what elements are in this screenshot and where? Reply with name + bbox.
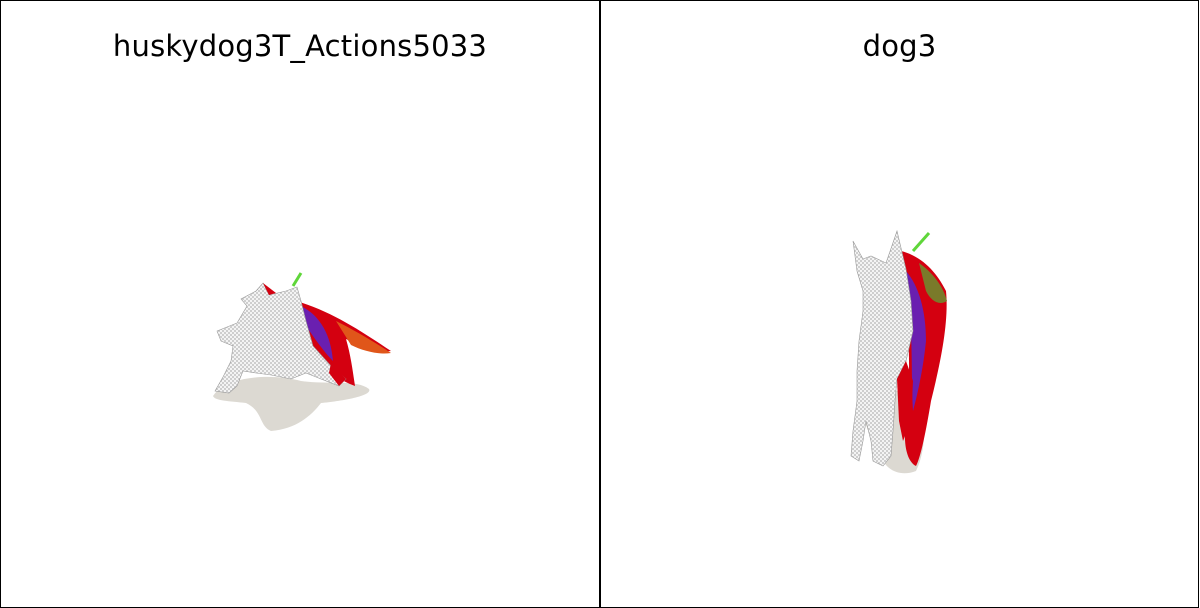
viewport-right[interactable]: dog3 — [599, 0, 1199, 608]
red-ear-accent — [263, 283, 276, 295]
green-ear-tip — [911, 232, 931, 252]
purple-band — [301, 306, 333, 361]
red-leg-accent — [897, 361, 913, 441]
mesh-body — [850, 229, 914, 467]
orange-tail — [336, 321, 391, 354]
dog-render-right — [850, 229, 947, 474]
ground-shadow — [213, 376, 370, 431]
mesh-body — [214, 282, 347, 394]
panel-title-left: huskydog3T_Actions5033 — [112, 29, 488, 63]
panel-title-right: dog3 — [862, 29, 937, 63]
viewport-left[interactable]: huskydog3T_Actions5033 — [0, 0, 600, 608]
dog-render-left — [213, 272, 391, 431]
red-leg-accent — [329, 363, 346, 386]
green-ear-tip — [291, 272, 303, 287]
olive-back — [919, 263, 947, 303]
